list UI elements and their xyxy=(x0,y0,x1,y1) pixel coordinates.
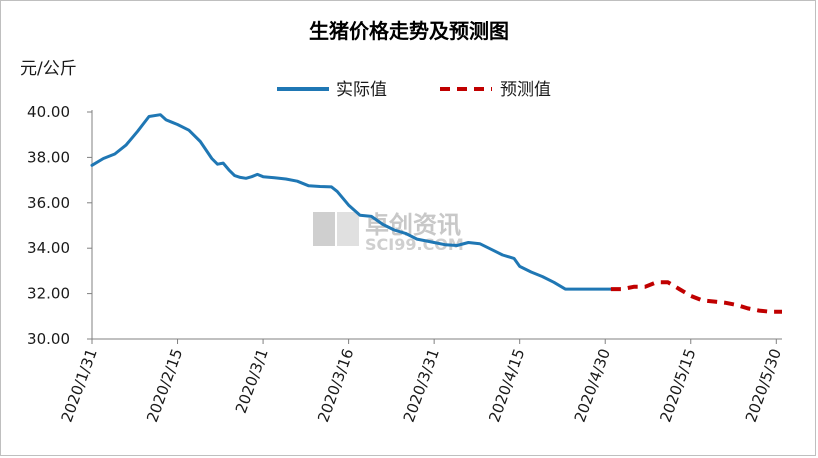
x-tick-label: 2020/2/15 xyxy=(143,346,186,424)
series-line-forecast xyxy=(610,280,782,314)
watermark-logo xyxy=(313,212,335,246)
x-tick-label: 2020/5/15 xyxy=(656,346,699,424)
x-tick-label: 2020/5/30 xyxy=(742,346,785,424)
legend-label-forecast: 预测值 xyxy=(500,80,551,100)
legend-label-actual: 实际值 xyxy=(336,80,387,100)
plot-area xyxy=(90,113,782,314)
watermark-text: 卓创资讯 xyxy=(365,211,461,239)
watermark-sub: SCI99.COM xyxy=(365,235,464,254)
y-tick-label: 38.00 xyxy=(27,148,70,166)
y-tick-label: 32.00 xyxy=(27,285,70,303)
y-tick-label: 40.00 xyxy=(27,103,70,121)
y-tick-label: 30.00 xyxy=(27,330,70,348)
series-line-actual xyxy=(90,113,613,291)
watermark-logo-inner xyxy=(337,212,359,246)
x-tick-label: 2020/4/15 xyxy=(485,346,528,424)
y-tick-label: 36.00 xyxy=(27,194,70,212)
axes: 30.00 32.00 34.00 36.00 38.00 40.00 2020/1/31 2… xyxy=(27,103,785,425)
y-unit-label: 元/公斤 xyxy=(20,59,77,79)
watermark: 卓创资讯 SCI99.COM xyxy=(313,211,464,254)
y-tick-label: 34.00 xyxy=(27,239,70,257)
x-tick-label: 2020/4/30 xyxy=(571,346,614,424)
x-tick-label: 2020/3/31 xyxy=(400,346,443,424)
chart-title: 生猪价格走势及预测图 xyxy=(309,19,509,43)
x-tick-label: 2020/1/31 xyxy=(58,346,101,424)
x-tick-label: 2020/3/1 xyxy=(232,346,272,415)
x-tick-label: 2020/3/16 xyxy=(314,346,357,424)
legend: 实际值 预测值 xyxy=(277,80,551,100)
